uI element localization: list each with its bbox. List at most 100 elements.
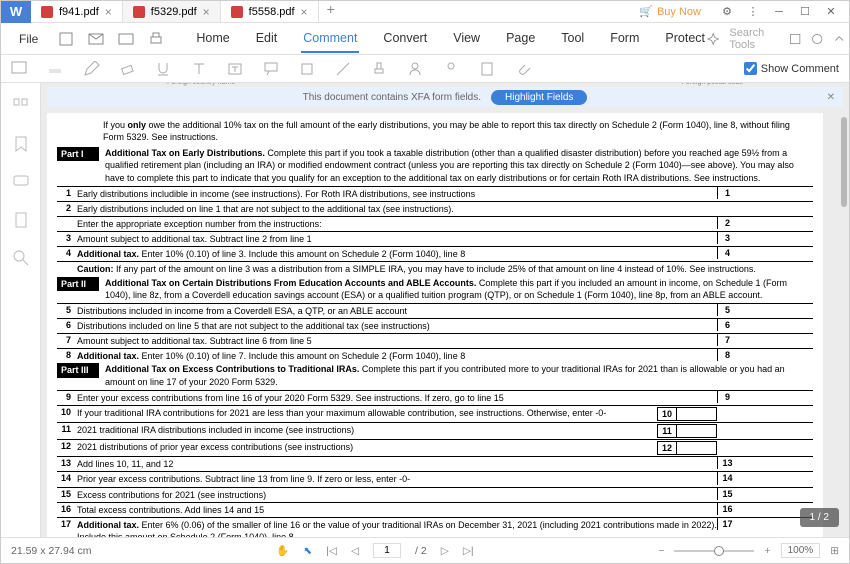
xfa-banner: Foreign country name Foreign postal code… [47,87,843,107]
menu-tool[interactable]: Tool [559,25,586,53]
form-line: 2Early distributions included on line 1 … [57,201,813,216]
pdf-page: If you only owe the additional 10% tax o… [47,113,823,537]
menu-comment[interactable]: Comment [301,25,359,53]
form-line: Enter the appropriate exception number f… [57,216,813,231]
bookmark-icon[interactable] [12,135,30,153]
first-page-icon[interactable]: |◁ [326,545,337,557]
main-area: Foreign country name Foreign postal code… [1,83,849,537]
tab-label: f5329.pdf [151,6,197,18]
document-container: Foreign country name Foreign postal code… [41,83,849,537]
window-controls: ⚙ ⋮ ─ ☐ ✕ [709,2,849,22]
attach-tool[interactable] [479,61,497,77]
stamp-tool[interactable] [371,61,389,77]
fit-page-icon[interactable]: ⊞ [830,545,839,557]
shape-tool[interactable] [299,61,317,77]
maximize-button[interactable]: ☐ [793,2,817,22]
mail-icon[interactable] [88,31,104,47]
close-icon[interactable]: × [301,5,308,19]
pdf-icon [133,6,145,18]
menu-edit[interactable]: Edit [254,25,280,53]
zoom-in-icon[interactable]: + [764,545,770,557]
close-icon[interactable]: ✕ [827,92,835,103]
pencil-tool[interactable] [83,61,101,77]
form-line: 15Excess contributions for 2021 (see ins… [57,487,813,502]
last-page-icon[interactable]: ▷| [463,545,474,557]
menu-items: Home Edit Comment Convert View Page Tool… [194,25,707,53]
intro-text: If you only owe the additional 10% tax o… [103,119,813,143]
print-icon[interactable] [148,31,164,47]
status-bar: 21.59 x 27.94 cm ✋ ⬉ |◁ ◁ / 2 ▷ ▷| − + 1… [1,537,849,563]
eraser-tool[interactable] [119,61,137,77]
search-tools[interactable]: Search Tools [729,27,778,51]
nav-controls: ✋ ⬉ |◁ ◁ / 2 ▷ ▷| [276,543,473,558]
prev-page-icon[interactable]: ◁ [351,545,359,557]
menu-protect[interactable]: Protect [663,25,707,53]
tab-f5329[interactable]: f5329.pdf × [123,1,221,22]
app-logo: W [1,1,31,23]
note-tool[interactable] [11,61,29,77]
zoom-slider[interactable] [674,550,754,552]
sign-tool[interactable] [407,61,425,77]
mail2-icon[interactable] [118,31,134,47]
cloud-icon[interactable] [811,31,823,47]
scrollbar-thumb[interactable] [841,117,847,207]
thumbnails-icon[interactable] [12,97,30,115]
part-3-header: Part III Additional Tax on Excess Contri… [57,363,813,387]
tab-f941[interactable]: f941.pdf × [31,1,123,22]
clip-tool[interactable] [515,61,533,77]
form-line: 9Enter your excess contributions from li… [57,390,813,405]
zoom-percent[interactable]: 100% [781,543,821,558]
tab-f5558[interactable]: f5558.pdf × [221,1,319,22]
magic-icon[interactable] [707,31,719,47]
attach-icon[interactable] [12,211,30,229]
part-2-header: Part II Additional Tax on Certain Distri… [57,277,813,301]
buy-now-button[interactable]: 🛒 Buy Now [631,5,709,18]
close-icon[interactable]: × [203,5,210,19]
new-tab-button[interactable]: + [319,1,343,22]
search-icon[interactable] [12,249,30,267]
menu-view[interactable]: View [451,25,482,53]
share-icon[interactable] [789,31,801,47]
quick-icons [48,31,174,47]
settings-icon[interactable]: ⚙ [715,2,739,22]
save-icon[interactable] [58,31,74,47]
zoom-handle[interactable] [714,546,724,556]
select-tool-icon[interactable]: ⬉ [303,545,312,557]
zoom-out-icon[interactable]: − [658,545,664,557]
sign2-tool[interactable] [443,61,461,77]
menu-convert[interactable]: Convert [381,25,429,53]
comment-icon[interactable] [12,173,30,191]
more-icon[interactable]: ⋮ [741,2,765,22]
left-sidebar [1,83,41,537]
underline-tool[interactable] [155,61,173,77]
form-line: 3Amount subject to additional tax. Subtr… [57,231,813,246]
show-comment-checkbox[interactable] [744,62,757,75]
line-tool[interactable] [335,61,353,77]
minimize-button[interactable]: ─ [767,2,791,22]
highlight-tool[interactable] [47,61,65,77]
hand-tool-icon[interactable]: ✋ [276,544,289,557]
form-line: 14Prior year excess contributions. Subtr… [57,471,813,486]
file-menu[interactable]: File [9,32,48,46]
postal-label: Foreign postal code [682,83,743,86]
menu-page[interactable]: Page [504,25,537,53]
tab-label: f5558.pdf [249,6,295,18]
next-page-icon[interactable]: ▷ [441,545,449,557]
textbox-tool[interactable] [227,61,245,77]
close-button[interactable]: ✕ [819,2,843,22]
form-line: 17Additional tax. Enter 6% (0.06) of the… [57,517,813,537]
form-line: 5Distributions included in income from a… [57,303,813,318]
close-icon[interactable]: × [105,5,112,19]
show-comment-toggle[interactable]: Show Comment [744,62,839,75]
form-line: 13Add lines 10, 11, and 1213 [57,456,813,471]
highlight-fields-button[interactable]: Highlight Fields [491,90,587,105]
form-line: 112021 traditional IRA distributions inc… [57,422,813,439]
xfa-text: This document contains XFA form fields. [303,92,481,103]
cart-icon: 🛒 [639,5,653,18]
menu-home[interactable]: Home [194,25,231,53]
collapse-icon[interactable] [833,31,845,47]
callout-tool[interactable] [263,61,281,77]
menu-form[interactable]: Form [608,25,641,53]
text-tool[interactable] [191,61,209,77]
page-input[interactable] [373,543,401,558]
